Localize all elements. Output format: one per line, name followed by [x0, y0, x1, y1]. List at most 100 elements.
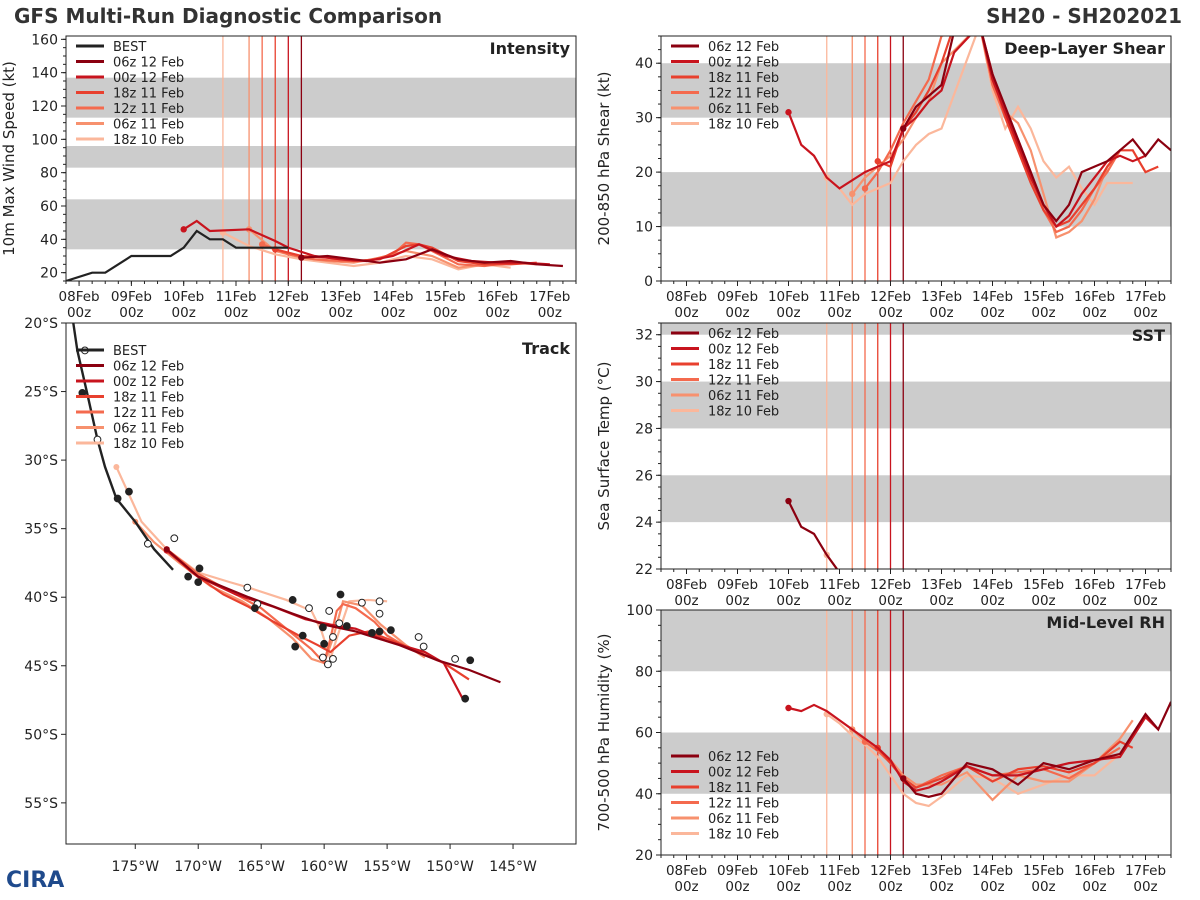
rh-xtick-label: 17Feb: [1125, 863, 1166, 879]
intensity-xtick-sublabel: 00z: [381, 305, 405, 321]
track-legend-label: BEST: [113, 344, 146, 359]
track-series-5: [115, 466, 388, 663]
shear-xtick-sublabel: 00z: [1133, 305, 1157, 321]
shear-legend-label: 00z 12 Feb: [708, 56, 779, 71]
shear-xtick-label: 10Feb: [768, 289, 809, 305]
track-position-marker: [291, 642, 300, 651]
track-position-marker: [318, 653, 327, 662]
sst-xtick-label: 10Feb: [768, 577, 809, 593]
track-position-marker: [466, 656, 475, 665]
rh-xtick-sublabel: 00z: [1133, 879, 1157, 895]
track-series-0: [166, 548, 501, 684]
intensity-legend-label: 00z 12 Feb: [113, 71, 184, 86]
track-ytick-label: 30°S: [24, 453, 58, 469]
intensity-ytick-label: 40: [40, 232, 58, 248]
shear-xtick-label: 08Feb: [666, 289, 707, 305]
sst-xtick-sublabel: 00z: [1031, 593, 1055, 609]
rh-ytick-label: 100: [626, 603, 653, 619]
rh-band-1: [661, 610, 1171, 672]
track-series-4: [134, 521, 426, 665]
sst-init-dot-0: [785, 497, 792, 505]
intensity-xtick-label: 15Feb: [425, 289, 466, 305]
intensity-xtick-sublabel: 00z: [224, 305, 248, 321]
rh-xtick-sublabel: 00z: [1082, 879, 1106, 895]
intensity-band-1: [66, 146, 576, 168]
intensity-xtick-sublabel: 00z: [172, 305, 196, 321]
intensity-band-0: [66, 199, 576, 250]
rh-ylabel: 700-500 hPa Humidity (%): [595, 633, 613, 831]
shear-panel: 01020304008Feb00z09Feb00z10Feb00z11Feb00…: [595, 35, 1172, 321]
sst-series-0: [787, 500, 838, 569]
shear-series-0: [902, 36, 1171, 223]
intensity-xtick-sublabel: 00z: [67, 305, 91, 321]
rh-xtick-sublabel: 00z: [980, 879, 1004, 895]
track-ytick-label: 20°S: [24, 316, 58, 332]
rh-panel: 2040608010008Feb00z09Feb00z10Feb00z11Feb…: [595, 603, 1172, 895]
sst-xtick-label: 13Feb: [921, 577, 962, 593]
intensity-ytick-label: 140: [31, 66, 58, 82]
sst-xtick-label: 08Feb: [666, 577, 707, 593]
shear-init-dot-2: [874, 158, 881, 165]
rh-legend-label: 12z 11 Feb: [708, 797, 779, 812]
intensity-legend-label: 12z 11 Feb: [113, 102, 184, 117]
sst-ytick-label: 28: [635, 421, 653, 437]
rh-xtick-sublabel: 00z: [776, 879, 800, 895]
rh-xtick-label: 10Feb: [768, 863, 809, 879]
rh-legend-label: 00z 12 Feb: [708, 766, 779, 781]
shear-xtick-sublabel: 00z: [980, 305, 1004, 321]
intensity-xtick-sublabel: 00z: [538, 305, 562, 321]
rh-xtick-label: 16Feb: [1074, 863, 1115, 879]
shear-series-5: [826, 36, 1133, 207]
shear-init-dot-1: [785, 109, 792, 116]
rh-legend-label: 18z 10 Feb: [708, 828, 779, 843]
rh-ytick-label: 80: [635, 664, 653, 680]
sst-xtick-label: 11Feb: [819, 577, 860, 593]
sst-ytick-label: 32: [635, 328, 653, 344]
track-position-marker: [325, 607, 334, 615]
shear-legend-label: 06z 12 Feb: [708, 40, 779, 55]
shear-legend-label: 06z 11 Feb: [708, 102, 779, 117]
rh-ytick-label: 40: [635, 787, 653, 803]
shear-ytick-label: 20: [635, 165, 653, 181]
sst-xtick-sublabel: 00z: [929, 593, 953, 609]
track-series-1: [166, 549, 464, 700]
intensity-plot-area: [66, 36, 576, 281]
track-init-dot-0: [163, 546, 170, 553]
intensity-xtick-label: 08Feb: [59, 289, 100, 305]
track-position-marker: [320, 639, 329, 648]
sst-xtick-label: 09Feb: [717, 577, 758, 593]
intensity-ytick-label: 60: [40, 199, 58, 215]
track-init-dot-5: [113, 463, 120, 470]
track-position-marker: [125, 487, 133, 496]
rh-title: Mid-Level RH: [1046, 613, 1165, 632]
sst-xtick-sublabel: 00z: [674, 593, 698, 609]
track-ytick-label: 50°S: [24, 727, 58, 743]
shear-xtick-sublabel: 00z: [827, 305, 851, 321]
rh-xtick-sublabel: 00z: [878, 879, 902, 895]
intensity-xtick-label: 13Feb: [320, 289, 361, 305]
sst-legend-label: 18z 10 Feb: [708, 405, 779, 420]
intensity-xtick-label: 16Feb: [477, 289, 518, 305]
intensity-xtick-label: 11Feb: [215, 289, 256, 305]
sst-band-2: [661, 323, 1171, 335]
track-position-marker: [324, 660, 332, 669]
rh-series-0: [902, 701, 1171, 798]
rh-xtick-label: 13Feb: [921, 863, 962, 879]
intensity-legend-label: 18z 10 Feb: [113, 133, 184, 148]
track-xtick-label: 175°W: [111, 859, 159, 875]
rh-ytick-label: 20: [635, 848, 653, 864]
shear-init-dot-0: [900, 125, 907, 132]
track-position-marker: [195, 564, 204, 573]
shear-legend-label: 18z 10 Feb: [708, 118, 779, 133]
sst-ytick-label: 26: [635, 468, 653, 484]
track-position-marker: [113, 494, 122, 503]
rh-xtick-sublabel: 00z: [674, 879, 698, 895]
rh-legend-label: 18z 11 Feb: [708, 781, 779, 796]
track-xtick-label: 160°W: [300, 859, 348, 875]
track-ytick-label: 35°S: [24, 522, 58, 538]
track-legend-label: 18z 11 Feb: [113, 391, 184, 406]
rh-legend-label: 06z 12 Feb: [708, 750, 779, 765]
intensity-xtick-label: 10Feb: [163, 289, 204, 305]
intensity-series-3: [261, 241, 537, 268]
shear-ytick-label: 30: [635, 111, 653, 127]
